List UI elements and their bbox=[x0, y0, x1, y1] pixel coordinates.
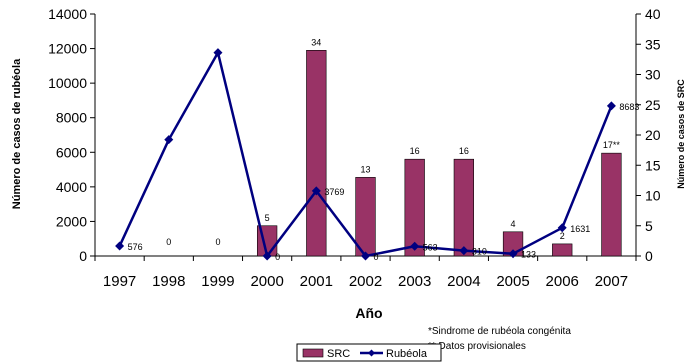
src-bar-label: 34 bbox=[311, 37, 321, 47]
y2-tick-label: 20 bbox=[645, 127, 661, 143]
x-tick-label: 2002 bbox=[349, 273, 382, 290]
rubeola-marker bbox=[115, 241, 125, 251]
rubeola-point-label: 3769 bbox=[324, 187, 344, 197]
src-bar-label: 17** bbox=[603, 140, 621, 150]
y-tick-label: 12000 bbox=[48, 41, 87, 57]
legend: SRC Rubéola bbox=[296, 343, 442, 362]
x-tick-label: 2004 bbox=[447, 273, 480, 290]
src-bar bbox=[453, 158, 475, 257]
rubeola-marker bbox=[557, 223, 567, 233]
legend-src-swatch bbox=[302, 348, 324, 358]
x-tick-label: 1997 bbox=[103, 273, 136, 290]
y2-tick-label: 10 bbox=[645, 188, 661, 204]
x-tick-label: 2001 bbox=[300, 273, 333, 290]
rubeola-point-label: 0 bbox=[374, 252, 379, 262]
footnote-src: *Sindrome de rubéola congénita bbox=[428, 326, 571, 337]
x-axis-title: Año bbox=[355, 305, 382, 321]
y2-tick-label: 30 bbox=[645, 67, 661, 83]
y-tick-label: 4000 bbox=[56, 179, 87, 195]
src-bar-label: 16 bbox=[459, 146, 469, 156]
x-tick-label: 2000 bbox=[250, 273, 283, 290]
rubeola-marker bbox=[606, 101, 616, 111]
src-bar bbox=[355, 177, 376, 257]
y2-tick-label: 35 bbox=[645, 36, 661, 52]
src-bar-label: 2 bbox=[560, 231, 565, 241]
src-bar-label: 4 bbox=[511, 219, 516, 229]
rubeola-marker bbox=[508, 249, 518, 259]
x-tick-label: 1998 bbox=[152, 273, 185, 290]
rubeola-marker bbox=[459, 246, 469, 256]
y2-tick-label: 0 bbox=[645, 248, 653, 264]
rubeola-point-label: 8683 bbox=[619, 102, 639, 112]
y-tick-label: 2000 bbox=[56, 213, 87, 229]
src-bar bbox=[601, 152, 622, 257]
x-tick-label: 2007 bbox=[595, 273, 628, 290]
rubeola-point-label: 563 bbox=[423, 242, 438, 252]
legend-src-label: SRC bbox=[327, 348, 350, 360]
src-bar-label: 0 bbox=[166, 237, 171, 247]
rubeola-marker bbox=[213, 48, 223, 58]
y2-tick-label: 5 bbox=[645, 218, 653, 234]
src-bar-label: 0 bbox=[215, 237, 220, 247]
y-axis-title: Número de casos de rubéola bbox=[11, 58, 23, 209]
legend-rubeola-marker bbox=[368, 349, 375, 357]
src-bar bbox=[306, 49, 327, 257]
rubeola-marker bbox=[262, 251, 272, 261]
y2-tick-label: 25 bbox=[645, 97, 661, 113]
src-bar bbox=[404, 158, 425, 257]
y-tick-label: 8000 bbox=[56, 110, 87, 126]
rubeola-marker bbox=[164, 135, 174, 145]
y-tick-label: 6000 bbox=[56, 144, 87, 160]
src-bar-label: 13 bbox=[360, 164, 370, 174]
rubeola-point-label: 576 bbox=[128, 242, 143, 252]
y2-tick-label: 15 bbox=[645, 157, 661, 173]
rubeola-marker bbox=[311, 186, 321, 196]
x-tick-label: 2005 bbox=[496, 273, 529, 290]
y-tick-label: 14000 bbox=[48, 6, 87, 22]
y2-axis-title: Número de casos de SRC bbox=[676, 79, 686, 189]
x-tick-label: 2003 bbox=[398, 273, 431, 290]
rubeola-point-label: 310 bbox=[472, 247, 487, 257]
y-tick-label: 10000 bbox=[48, 75, 87, 91]
rubeola-point-label: 1631 bbox=[570, 224, 590, 234]
rubeola-point-label: 0 bbox=[275, 252, 280, 262]
src-bar-label: 16 bbox=[410, 146, 420, 156]
legend-rubeola-label: Rubéola bbox=[386, 348, 428, 360]
plot-area: 0200040006000800010000120001400005101520… bbox=[48, 6, 661, 290]
x-tick-label: 1999 bbox=[201, 273, 234, 290]
x-tick-label: 2006 bbox=[546, 273, 579, 290]
rubeola-marker bbox=[410, 241, 420, 251]
y-tick-label: 0 bbox=[79, 248, 87, 264]
footnote-provisional: ** Datos provisionales bbox=[428, 341, 526, 352]
src-bar-label: 5 bbox=[265, 213, 270, 223]
y2-tick-label: 40 bbox=[645, 6, 661, 22]
rubeola-point-label: 133 bbox=[521, 250, 536, 260]
src-bar bbox=[552, 243, 573, 257]
rubeola-marker bbox=[361, 251, 370, 261]
